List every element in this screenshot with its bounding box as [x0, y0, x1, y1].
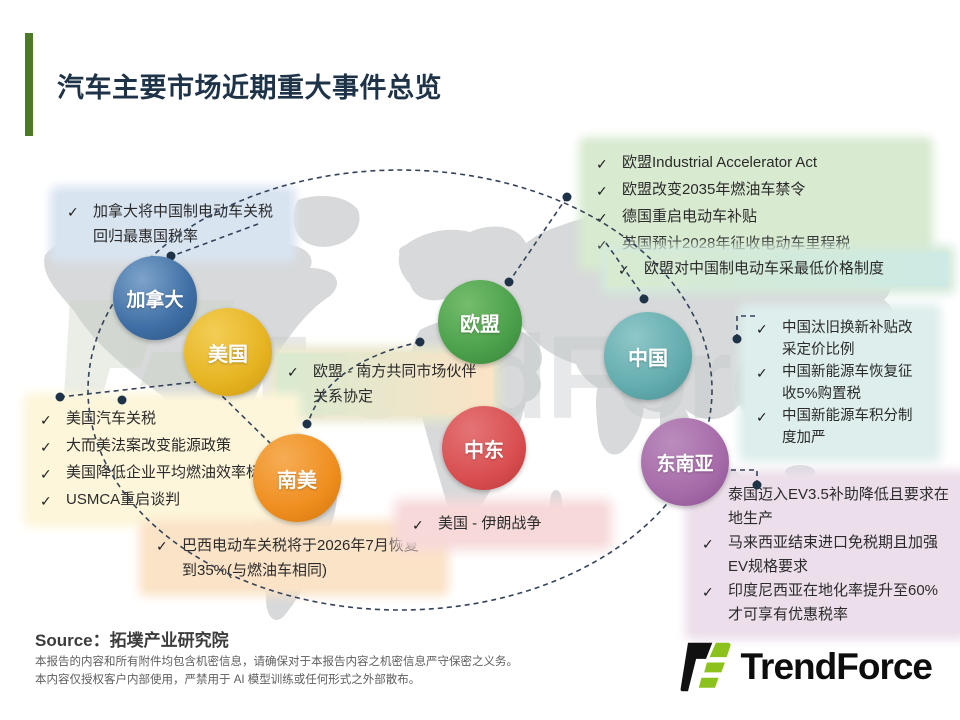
- check-icon: ✓: [40, 493, 52, 509]
- list-item: ✓ 欧盟改变2035年燃油车禁令: [596, 177, 916, 204]
- island-uk: [399, 245, 417, 259]
- check-icon: ✓: [412, 517, 424, 533]
- list-item: ✓ 中国新能源车恢复征收5%购置税: [756, 361, 924, 405]
- list-item: ✓ 欧盟 - 南方共同市场伙伴关系协定: [287, 359, 483, 409]
- title-accent-bar: [25, 33, 33, 136]
- note-middle-east: ✓ 美国 - 伊朗战争: [402, 507, 604, 542]
- region-circle-eu: 欧盟: [438, 280, 522, 364]
- region-circle-middle-east: 中东: [442, 406, 526, 490]
- list-item: ✓ 欧盟Industrial Accelerator Act: [596, 150, 916, 177]
- list-item: ✓ 大而美法案改变能源政策: [40, 433, 284, 460]
- list-item: ✓ 印度尼西亚在地化率提升至60%才可享有优惠税率: [702, 579, 952, 627]
- check-icon: ✓: [756, 321, 768, 337]
- region-circle-usa: 美国: [184, 308, 272, 396]
- note-eu-china: ✓ 欧盟对中国制电动车采最低价格制度: [608, 252, 948, 287]
- list-item: ✓ 加拿大将中国制电动车关税回归最惠国税率: [67, 199, 279, 249]
- check-icon: ✓: [40, 439, 52, 455]
- disclaimer-line-2: 本内容仅授权客户内部使用，严禁用于 AI 模型训练或任何形式之外部散布。: [35, 674, 421, 686]
- region-circle-southeast-asia: 东南亚: [641, 418, 729, 506]
- note-canada: ✓ 加拿大将中国制电动车关税回归最惠国税率: [57, 193, 289, 255]
- continent-greenland: [293, 195, 360, 247]
- source-label: Source：拓墣产业研究院: [35, 631, 229, 650]
- list-item: ✓泰国迈入EV3.5补助降低且要求在地生产: [702, 483, 952, 531]
- disclaimer-line-1: 本报告的内容和所有附件均包含机密信息，请确保对于本报告内容之机密信息严守保密之义…: [35, 656, 518, 668]
- check-icon: ✓: [67, 204, 79, 220]
- check-icon: ✓: [756, 365, 768, 381]
- region-circle-south-america: 南美: [253, 434, 341, 522]
- region-circle-china: 中国: [604, 312, 692, 400]
- list-item: ✓ 德国重启电动车补贴: [596, 204, 916, 231]
- check-icon: ✓: [40, 466, 52, 482]
- list-item: ✓ 中国汰旧换新补贴改采定价比例: [756, 317, 924, 361]
- check-icon: ✓: [40, 412, 52, 428]
- check-icon: ✓: [596, 183, 608, 199]
- list-item: ✓ USMCA重启谈判: [40, 487, 284, 514]
- check-icon: ✓: [287, 364, 299, 380]
- check-icon: ✓: [756, 409, 768, 425]
- check-icon: ✓: [596, 210, 608, 226]
- note-china: ✓ 中国汰旧换新补贴改采定价比例 ✓ 中国新能源车恢复征收5%购置税 ✓ 中国新能源车…: [746, 311, 934, 455]
- note-eu: ✓ 欧盟Industrial Accelerator Act ✓ 欧盟改变2035年…: [586, 144, 926, 264]
- list-item: ✓ 欧盟对中国制电动车采最低价格制度: [618, 258, 938, 281]
- trendforce-logo: TrendForce: [679, 640, 933, 694]
- note-southeast-asia: ✓泰国迈入EV3.5补助降低且要求在地生产 ✓马来西亚结束进口免税期且加强EV规…: [692, 477, 960, 633]
- note-brazil: ✓ 巴西电动车关税将于2026年7月恢复到35%(与燃油车相同): [146, 527, 442, 589]
- list-item: ✓ 美国 - 伊朗战争: [412, 513, 594, 536]
- list-item: ✓ 巴西电动车关税将于2026年7月恢复到35%(与燃油车相同): [156, 533, 432, 583]
- check-icon: ✓: [702, 584, 714, 600]
- list-item: ✓ 中国新能源车积分制度加严: [756, 405, 924, 449]
- list-item: ✓ 马来西亚结束进口免税期且加强EV规格要求: [702, 531, 952, 579]
- check-icon: ✓: [618, 262, 630, 278]
- trendforce-logo-icon: [680, 642, 730, 692]
- check-icon: ✓: [156, 538, 168, 554]
- page-title: 汽车主要市场近期重大事件总览: [57, 73, 442, 103]
- trendforce-logo-text: TrendForce: [740, 646, 933, 687]
- list-item: ✓ 美国汽车关税: [40, 406, 284, 433]
- region-circle-canada: 加拿大: [113, 256, 197, 340]
- check-icon: ✓: [596, 156, 608, 172]
- list-item: ✓ 美国降低企业平均燃油效率标准: [40, 460, 284, 487]
- note-eu-mercosur: ✓ 欧盟 - 南方共同市场伙伴关系协定: [277, 353, 493, 415]
- note-usa: ✓ 美国汽车关税 ✓ 大而美法案改变能源政策 ✓ 美国降低企业平均燃油效率标准 ✓ US…: [30, 400, 294, 520]
- check-icon: ✓: [702, 536, 714, 552]
